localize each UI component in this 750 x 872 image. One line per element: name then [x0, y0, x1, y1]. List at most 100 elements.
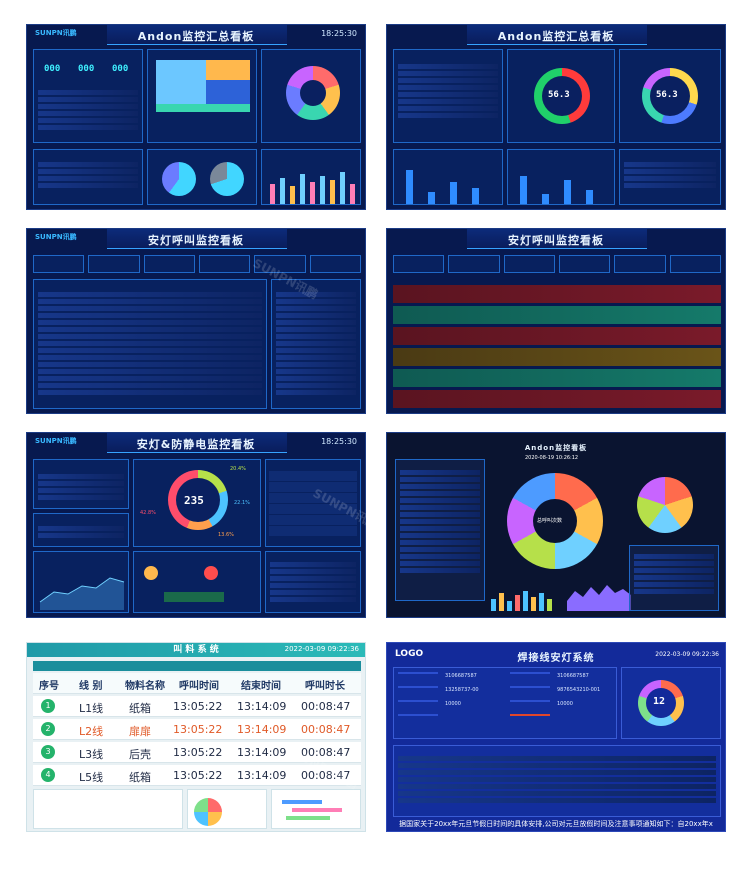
donut-box	[261, 49, 361, 143]
summary-box	[33, 149, 143, 205]
panel-title: 安灯呼叫监控看板	[508, 234, 604, 247]
row-line: L3线	[79, 748, 104, 761]
donut-value: 235	[184, 494, 204, 507]
field-value: 10000	[557, 701, 573, 707]
date: 2020-08-19 10:26:12	[525, 455, 579, 461]
donut-box: 12	[621, 667, 721, 739]
pct-label: 22.1%	[234, 500, 250, 506]
call-record-box	[33, 789, 183, 829]
info-box: 3106687587 3106687587 13258737-00 987654…	[393, 667, 617, 739]
panel-title: Andon监控看板	[524, 444, 588, 452]
panel-title: 焊接线安灯系统	[517, 653, 595, 664]
table-row: 2 L2线 扉扉 13:05:22 13:14:09 00:08:47	[33, 719, 361, 740]
row-duration: 00:08:47	[301, 723, 351, 736]
side-table	[271, 279, 361, 409]
dashboard-andon-summary-2: Andon监控汇总看板 56.3 56.3	[386, 24, 726, 210]
row-item: 纸箱	[129, 702, 151, 715]
device-list	[265, 551, 361, 613]
dashboard-andon-summary: SUNPN讯鹏 Andon监控汇总看板 18:25:30 000 000 000	[26, 24, 366, 210]
treemap-box	[147, 49, 257, 143]
personnel-box	[133, 551, 261, 613]
header-bar	[27, 643, 365, 657]
field-value: 9876543210-001	[557, 687, 601, 693]
dashboard-andon-call: SUNPN讯鹏 安灯呼叫监控看板	[26, 228, 366, 414]
row-line: L2线	[79, 725, 104, 738]
row-call-time: 13:05:22	[173, 700, 223, 713]
title-bar	[467, 25, 647, 45]
row-item: 后壳	[129, 748, 151, 761]
bar-chart	[487, 579, 561, 611]
status-rows	[393, 285, 721, 411]
row-call-time: 13:05:22	[173, 746, 223, 759]
station-box	[33, 459, 129, 509]
left-list	[395, 459, 485, 601]
donut-value: 12	[653, 696, 666, 707]
today-stats-box: 000 000 000	[33, 49, 143, 143]
donut-box: 235 20.4% 22.1% 13.6% 42.8%	[133, 459, 261, 547]
table-row: 1 L1线 纸箱 13:05:22 13:14:09 00:08:47	[33, 696, 361, 717]
row-item: 扉扉	[129, 725, 151, 738]
row-duration: 00:08:47	[301, 700, 351, 713]
row-line: L1线	[79, 702, 104, 715]
kpi-row	[393, 255, 721, 273]
gauge-value: 56.3	[656, 90, 678, 100]
area-chart	[567, 585, 631, 611]
logo: SUNPN讯鹏	[35, 233, 77, 241]
gauge-value: 56.3	[548, 90, 570, 100]
row-number: 2	[41, 722, 55, 736]
title-bar	[107, 433, 287, 453]
row-duration: 00:08:47	[301, 769, 351, 782]
row-end-time: 13:14:09	[237, 723, 287, 736]
header-end-time: 结束时间	[241, 681, 281, 692]
bar-chart-box	[507, 149, 615, 205]
row-item: 纸箱	[129, 771, 151, 784]
bar-chart-box	[393, 149, 503, 205]
table-row: 4 L5线 纸箱 13:05:22 13:14:09 00:08:47	[33, 765, 361, 786]
small-pie	[637, 477, 693, 533]
donut-center: 总呼叫次数	[537, 518, 563, 524]
field-value: 10000	[445, 701, 461, 707]
station-box-2	[33, 513, 129, 547]
notice-ticker: 据国家关于20xx年元旦节假日时间的具体安排,公司对元旦放假时间及注意事项通知如…	[399, 820, 713, 828]
call-table	[33, 279, 267, 409]
logo: SUNPN讯鹏	[35, 29, 77, 37]
right-list	[629, 545, 719, 611]
title-bar	[107, 229, 287, 249]
datetime: 2022-03-09 09:22:36	[284, 645, 359, 653]
panel-title: Andon监控汇总看板	[137, 30, 255, 43]
row-end-time: 13:14:09	[237, 769, 287, 782]
table-row: 3 L3线 后壳 13:05:22 13:14:09 00:08:47	[33, 742, 361, 763]
pct-label: 13.6%	[218, 532, 234, 538]
datetime: 2022-03-09 09:22:36	[655, 651, 719, 658]
logo: SUNPN讯鹏	[35, 437, 77, 445]
area-chart-box	[33, 551, 129, 613]
gauge-box-2: 56.3	[619, 49, 721, 143]
clock: 18:25:30	[321, 437, 357, 446]
kpi-row	[33, 255, 361, 273]
header-call-time: 呼叫时间	[179, 681, 219, 692]
panel-title: Andon监控汇总看板	[497, 30, 615, 43]
gantt-box	[271, 789, 361, 829]
welding-andon-system: LOGO 焊接线安灯系统 2022-03-09 09:22:36 3106687…	[386, 642, 726, 832]
pie-pair-box	[147, 149, 257, 205]
row-number: 3	[41, 745, 55, 759]
clock: 18:25:30	[321, 29, 357, 38]
field-value: 13258737-00	[445, 687, 479, 693]
bar-chart-box	[261, 149, 361, 205]
title-bar	[107, 25, 287, 45]
row-number: 4	[41, 768, 55, 782]
logo: LOGO	[395, 649, 424, 659]
dashboard-andon-call-2: 安灯呼叫监控看板	[386, 228, 726, 414]
row-end-time: 13:14:09	[237, 700, 287, 713]
gauge-box-1: 56.3	[507, 49, 615, 143]
section-bar	[33, 661, 361, 671]
row-duration: 00:08:47	[301, 746, 351, 759]
panel-title: 安灯呼叫监控看板	[148, 234, 244, 247]
stats-box	[265, 459, 361, 547]
summary-box	[619, 149, 721, 205]
header-no: 序号	[39, 681, 59, 692]
field-value: 3106687587	[557, 673, 589, 679]
row-call-time: 13:05:22	[173, 769, 223, 782]
material-pie-box	[187, 789, 267, 829]
pct-label: 42.8%	[140, 510, 156, 516]
